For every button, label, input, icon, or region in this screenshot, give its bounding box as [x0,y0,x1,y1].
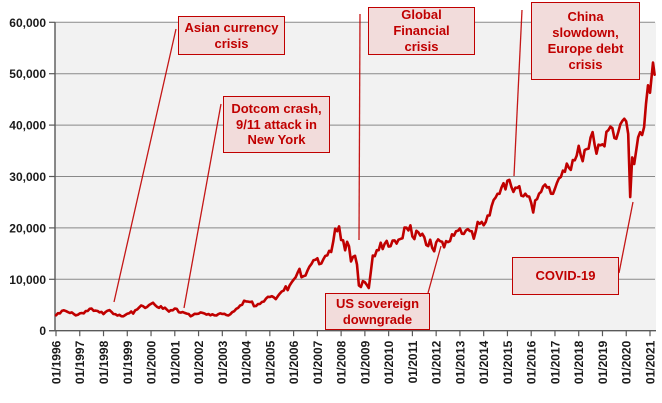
x-tick-label: 01/2020 [620,340,634,384]
x-tick-label: 01/2008 [335,340,349,384]
x-tick-label: 01/1999 [121,340,135,384]
x-tick-label: 01/2003 [216,340,230,384]
x-tick-label: 01/2011 [406,340,420,383]
x-tick-label: 01/2014 [477,340,491,384]
x-tick-label: 01/2018 [572,340,586,384]
x-tick-label: 01/2005 [263,340,277,384]
y-tick-label: 0 [39,324,46,338]
x-tick-label: 01/2013 [453,340,467,384]
x-tick-label: 01/2002 [192,340,206,384]
asian-currency-crisis-leader-line [113,28,177,303]
x-tick-label: 01/2001 [168,340,182,384]
y-tick-label: 30,000 [9,170,46,184]
us-sovereign-downgrade-leader-line [427,245,442,294]
x-tick-label: 01/2009 [358,340,372,384]
x-tick-label: 01/2021 [644,340,658,384]
x-tick-label: 01/1996 [50,340,64,384]
y-tick-label: 10,000 [9,273,46,287]
y-tick-label: 20,000 [9,221,46,235]
x-tick-label: 01/1998 [97,340,111,384]
x-tick-label: 01/2015 [501,340,515,384]
x-tick-label: 01/2017 [548,340,562,384]
x-tick-label: 01/1997 [73,340,87,384]
x-tick-label: 01/2004 [240,340,254,384]
y-tick-label: 50,000 [9,67,46,81]
china-slowdown-leader-line [513,9,523,177]
y-tick-label: 40,000 [9,119,46,133]
x-tick-label: 01/2016 [525,340,539,384]
x-tick-label: 01/2010 [382,340,396,384]
x-tick-label: 01/2019 [596,340,610,384]
x-tick-label: 01/2012 [430,340,444,384]
x-tick-label: 01/2006 [287,340,301,384]
global-financial-crisis-leader-line [358,13,361,241]
x-tick-label: 01/2007 [311,340,325,384]
covid-19-leader-line [618,201,634,274]
dotcom-crash-leader-line [183,103,222,309]
x-tick-label: 01/2000 [145,340,159,384]
index-line-series [54,61,656,318]
y-tick-label: 60,000 [9,16,46,30]
